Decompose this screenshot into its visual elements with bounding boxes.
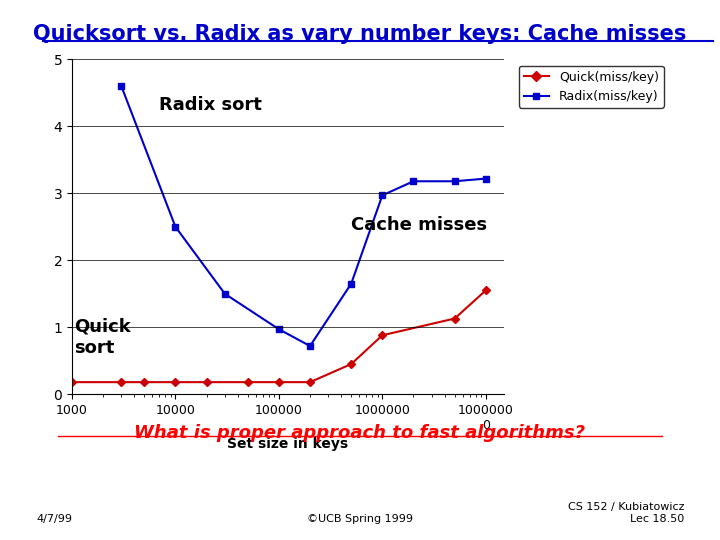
- Text: Quicksort vs. Radix as vary number keys: Cache misses: Quicksort vs. Radix as vary number keys:…: [33, 24, 687, 44]
- Legend: Quick(miss/key), Radix(miss/key): Quick(miss/key), Radix(miss/key): [519, 66, 664, 108]
- Text: Radix sort: Radix sort: [159, 96, 262, 113]
- Text: 4/7/99: 4/7/99: [36, 514, 72, 524]
- Text: Cache misses: Cache misses: [351, 216, 487, 234]
- Text: ©UCB Spring 1999: ©UCB Spring 1999: [307, 514, 413, 524]
- Text: CS 152 / Kubiatowicz
Lec 18.50: CS 152 / Kubiatowicz Lec 18.50: [567, 502, 684, 524]
- Text: Quick
sort: Quick sort: [74, 318, 131, 357]
- X-axis label: Set size in keys: Set size in keys: [228, 437, 348, 451]
- Text: What is proper approach to fast algorithms?: What is proper approach to fast algorith…: [135, 424, 585, 442]
